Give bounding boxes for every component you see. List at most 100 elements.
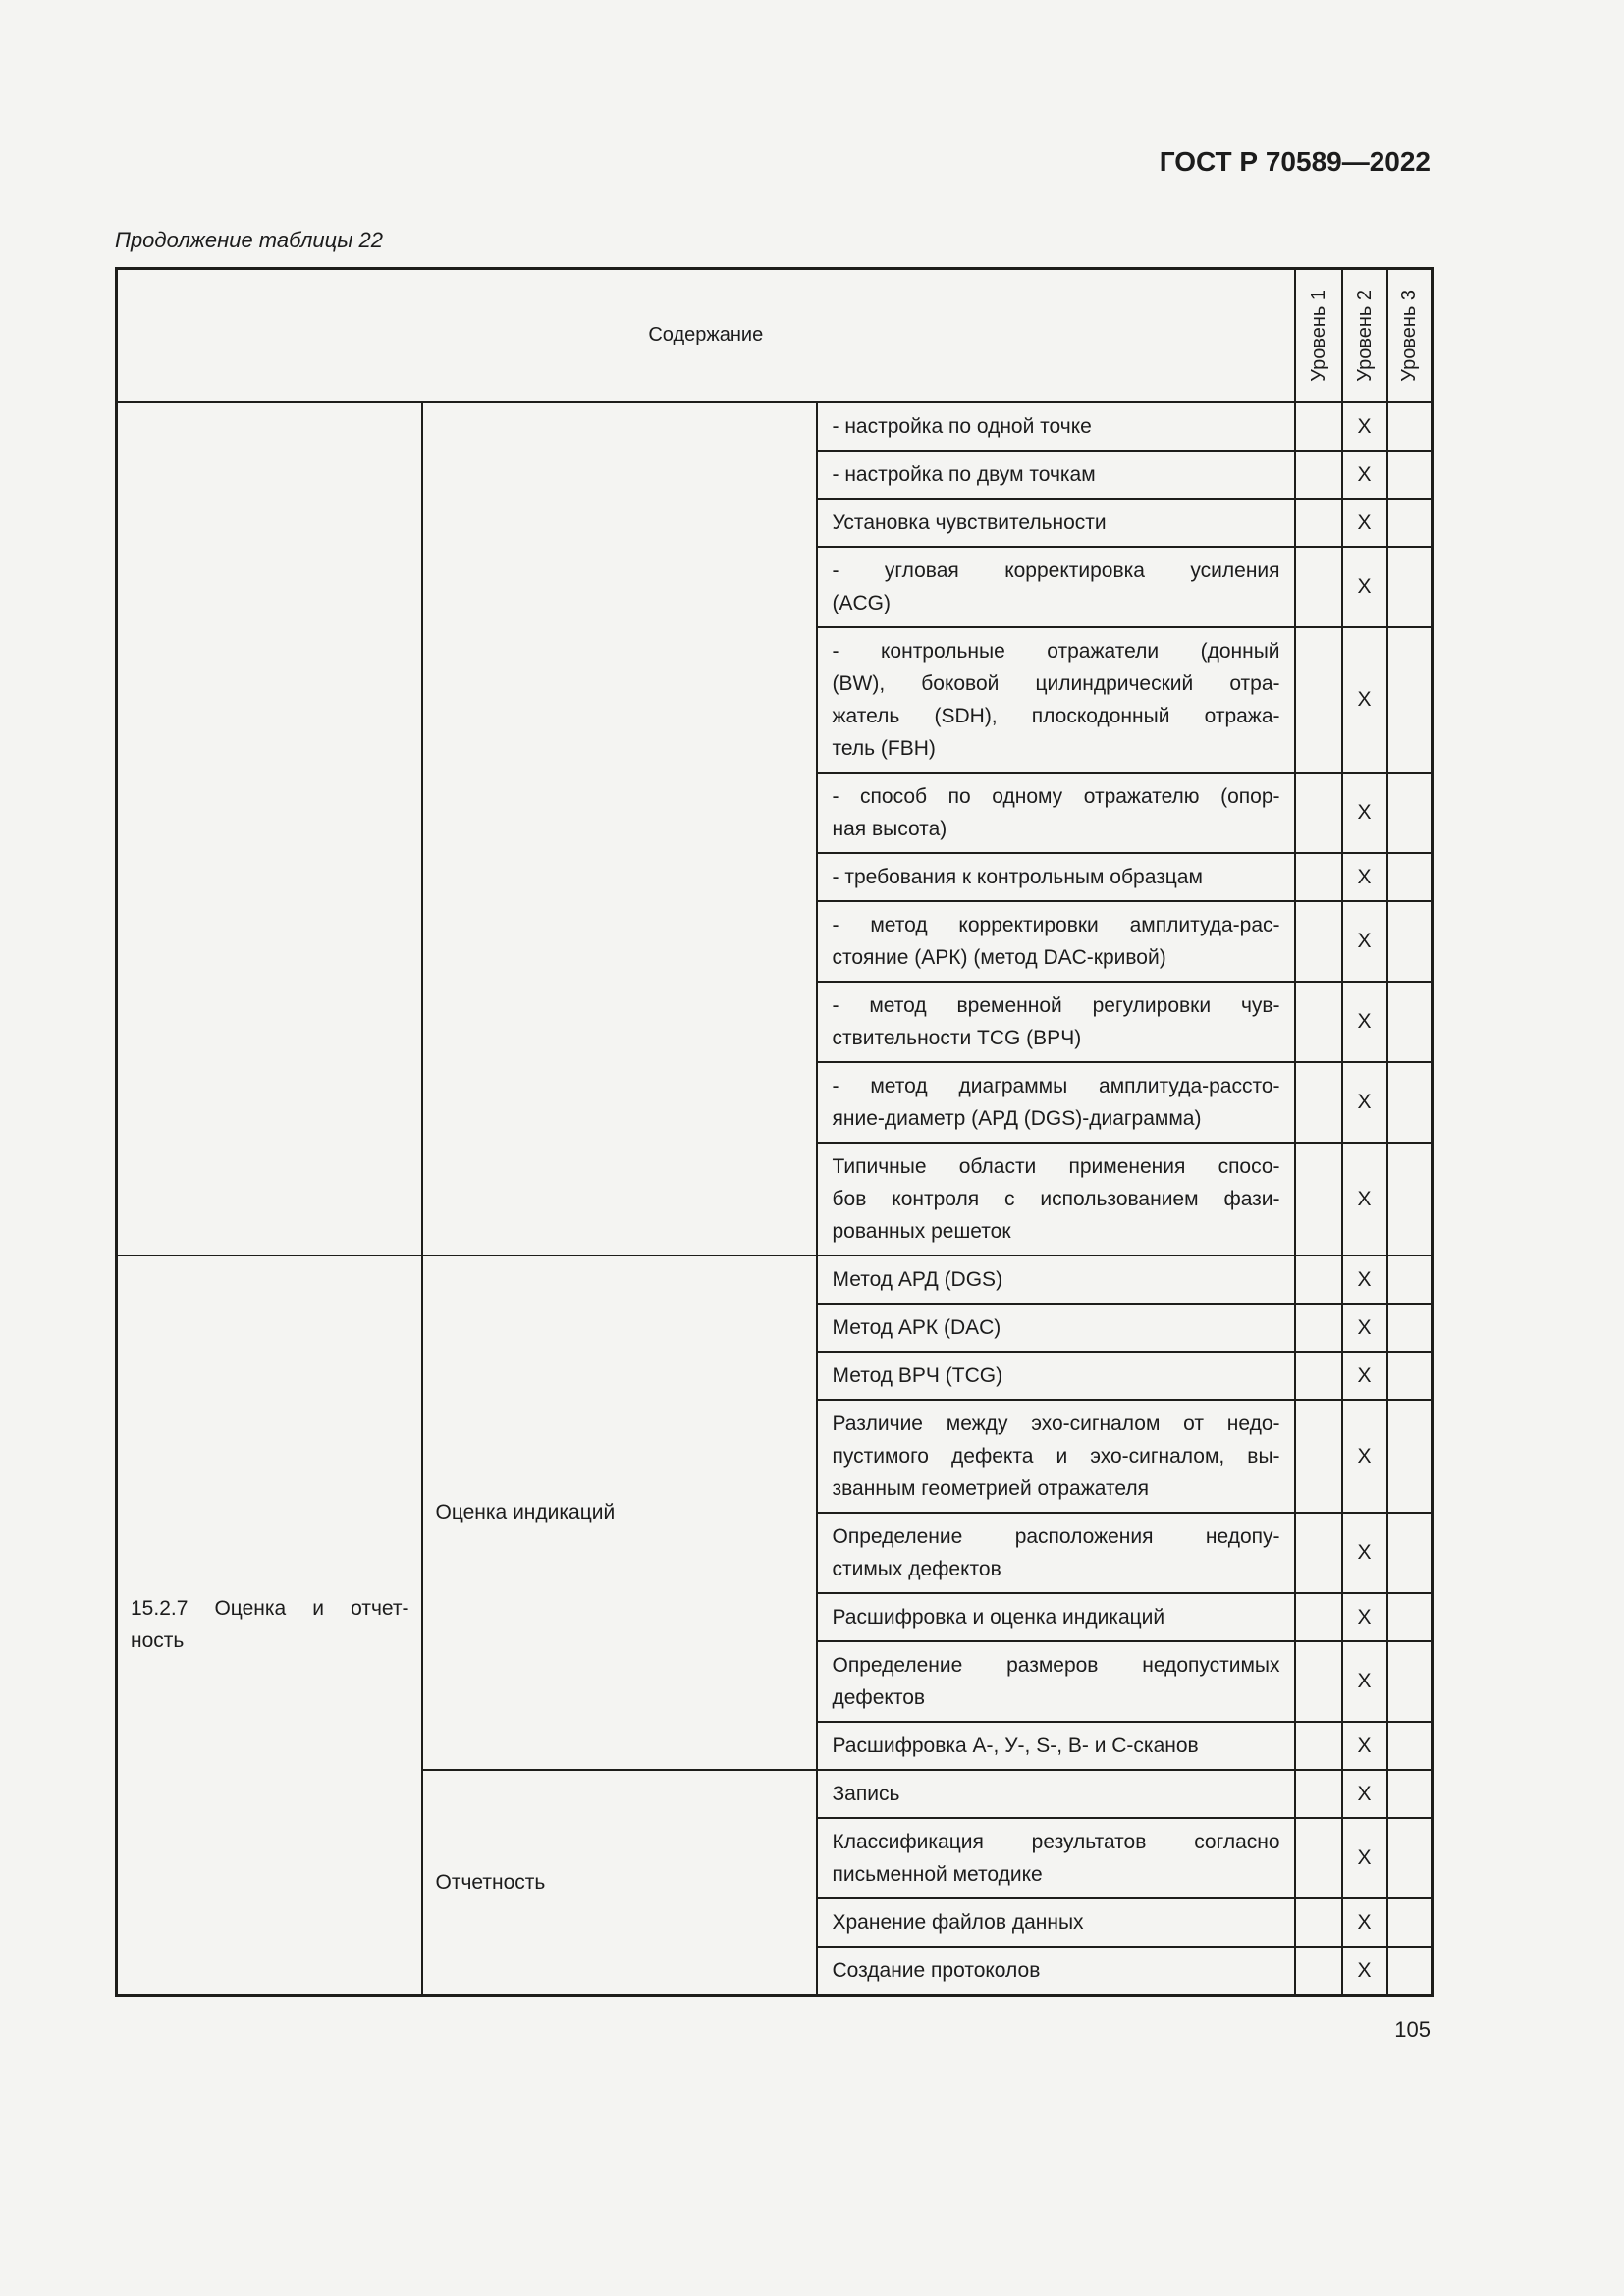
level-2-cell: X (1340, 1720, 1388, 1771)
level-3-cell (1385, 1350, 1434, 1401)
table-row: Создание протоколов X (117, 1945, 1434, 1996)
level-1-cell (1293, 1350, 1343, 1401)
level-2-cell: X (1340, 625, 1388, 774)
header-row: Содержание Уровень 1 Уровень 2 Уровень 3 (115, 267, 1434, 403)
level-1-cell (1293, 1254, 1343, 1305)
level-1-cell (1293, 1141, 1343, 1256)
level-1-cell (1293, 1302, 1343, 1353)
level-2-cell: X (1340, 1350, 1388, 1401)
table-row: Типичные области применения спосо-бов ко… (117, 1141, 1434, 1256)
level-3-cell (1385, 1254, 1434, 1305)
level-2-cell: X (1340, 1896, 1388, 1948)
content-cell: Различие между эхо-сигналом от недо-пуст… (815, 1398, 1296, 1514)
table-row: Отчетность Запись X (117, 1768, 1434, 1996)
content-cell: Метод ВРЧ (TCG) (815, 1350, 1296, 1401)
level-2-cell: X (1340, 1254, 1388, 1305)
content-cell: Определение размеров недопустимых дефекто… (815, 1639, 1296, 1723)
level-2-cell: X (1340, 400, 1388, 452)
content-cell: - метод временной регулировки чув-ствите… (815, 980, 1296, 1063)
level-3-cell (1385, 1945, 1434, 1996)
level-2-column-header: Уровень 2 (1340, 267, 1388, 403)
section-cell-evaluation: 15.2.7 Оценка и отчет-ность (115, 1254, 423, 1996)
subsection-cell-continuation (420, 400, 818, 1256)
level-3-cell (1385, 1302, 1434, 1353)
level-2-cell: X (1340, 771, 1388, 854)
level-1-cell (1293, 497, 1343, 548)
level-1-cell (1293, 545, 1343, 628)
table-row: 15.2.7 Оценка и отчет-ность Оценка индик… (115, 1254, 1434, 1996)
table-row: Расшифровка А-, У-, S-, В- и С-сканов X (117, 1720, 1434, 1771)
level-2-cell: X (1340, 980, 1388, 1063)
level-1-cell (1293, 1591, 1343, 1642)
content-column-header: Содержание (115, 267, 1296, 403)
table-row: Хранение файлов данных X (117, 1896, 1434, 1948)
table-row: Метод ВРЧ (TCG) X (117, 1350, 1434, 1401)
level-2-cell: X (1340, 1639, 1388, 1723)
table-row: - требования к контрольным образцам X (117, 851, 1434, 902)
level-1-cell (1293, 400, 1343, 452)
level-3-cell (1385, 1060, 1434, 1144)
qualification-table: Содержание Уровень 1 Уровень 2 Уровень 3… (115, 267, 1435, 1997)
level-3-cell (1385, 851, 1434, 902)
table-row: Расшифровка и оценка индикаций X (117, 1591, 1434, 1642)
level-3-cell (1385, 1639, 1434, 1723)
subsection-cell-reporting: Отчетность (420, 1768, 818, 1996)
level-3-cell (1385, 400, 1434, 452)
content-cell: Типичные области применения спосо-бов ко… (815, 1141, 1296, 1256)
content-cell: Создание протоколов (815, 1945, 1296, 1996)
level-1-cell (1293, 1511, 1343, 1594)
table-row: - метод диаграммы амплитуда-рассто-яние-… (117, 1060, 1434, 1144)
level-1-cell (1293, 1398, 1343, 1514)
level-1-column-header: Уровень 1 (1293, 267, 1343, 403)
level-2-cell: X (1340, 1141, 1388, 1256)
table-header: Содержание Уровень 1 Уровень 2 Уровень 3 (115, 267, 1434, 403)
level-2-cell: X (1340, 545, 1388, 628)
level-1-cell (1293, 625, 1343, 774)
table-row: Установка чувствительности X (117, 497, 1434, 548)
table-row: Различие между эхо-сигналом от недо-пуст… (117, 1398, 1434, 1514)
content-cell: Метод АРК (DAC) (815, 1302, 1296, 1353)
level-2-cell: X (1340, 1591, 1388, 1642)
level-3-cell (1385, 1896, 1434, 1948)
level-1-cell (1293, 1896, 1343, 1948)
level-3-cell (1385, 899, 1434, 983)
level-3-column-header: Уровень 3 (1385, 267, 1434, 403)
level-2-cell: X (1340, 497, 1388, 548)
level-1-cell (1293, 771, 1343, 854)
content-cell: - настройка по двум точкам (815, 449, 1296, 500)
level-1-cell (1293, 851, 1343, 902)
section-cell-continuation (115, 400, 423, 1256)
table-row: - угловая корректировка усиления (ACG) X (117, 545, 1434, 628)
content-cell: Установка чувствительности (815, 497, 1296, 548)
table-row: - контрольные отражатели (донный (BW), бо… (117, 625, 1434, 774)
level-1-cell (1293, 1060, 1343, 1144)
level-3-cell (1385, 1816, 1434, 1899)
level-2-cell: X (1340, 1816, 1388, 1899)
level-3-cell (1385, 449, 1434, 500)
level-1-cell (1293, 1639, 1343, 1723)
content-cell: Запись (815, 1768, 1296, 1819)
table-row: Определение размеров недопустимых дефекто… (117, 1639, 1434, 1723)
level-3-cell (1385, 1720, 1434, 1771)
level-3-label: Уровень 3 (1398, 289, 1421, 382)
level-2-cell: X (1340, 449, 1388, 500)
level-2-cell: X (1340, 1398, 1388, 1514)
level-2-cell: X (1340, 1302, 1388, 1353)
level-3-cell (1385, 625, 1434, 774)
table-caption: Продолжение таблицы 22 (115, 228, 383, 252)
level-3-cell (1385, 980, 1434, 1063)
content-cell: Определение расположения недопу-стимых д… (815, 1511, 1296, 1594)
level-3-cell (1385, 1511, 1434, 1594)
level-1-cell (1293, 1768, 1343, 1819)
content-cell: - требования к контрольным образцам (815, 851, 1296, 902)
content-cell: - контрольные отражатели (донный (BW), бо… (815, 625, 1296, 774)
content-cell: Расшифровка и оценка индикаций (815, 1591, 1296, 1642)
content-cell: - метод корректировки амплитуда-рас-стоя… (815, 899, 1296, 983)
table-body: - настройка по одной точке X - настройка… (115, 400, 1434, 1996)
level-1-cell (1293, 899, 1343, 983)
content-cell: Метод АРД (DGS) (815, 1254, 1296, 1305)
table-row: - способ по одному отражателю (опор-ная … (117, 771, 1434, 854)
level-3-cell (1385, 1141, 1434, 1256)
level-2-label: Уровень 2 (1353, 289, 1376, 382)
